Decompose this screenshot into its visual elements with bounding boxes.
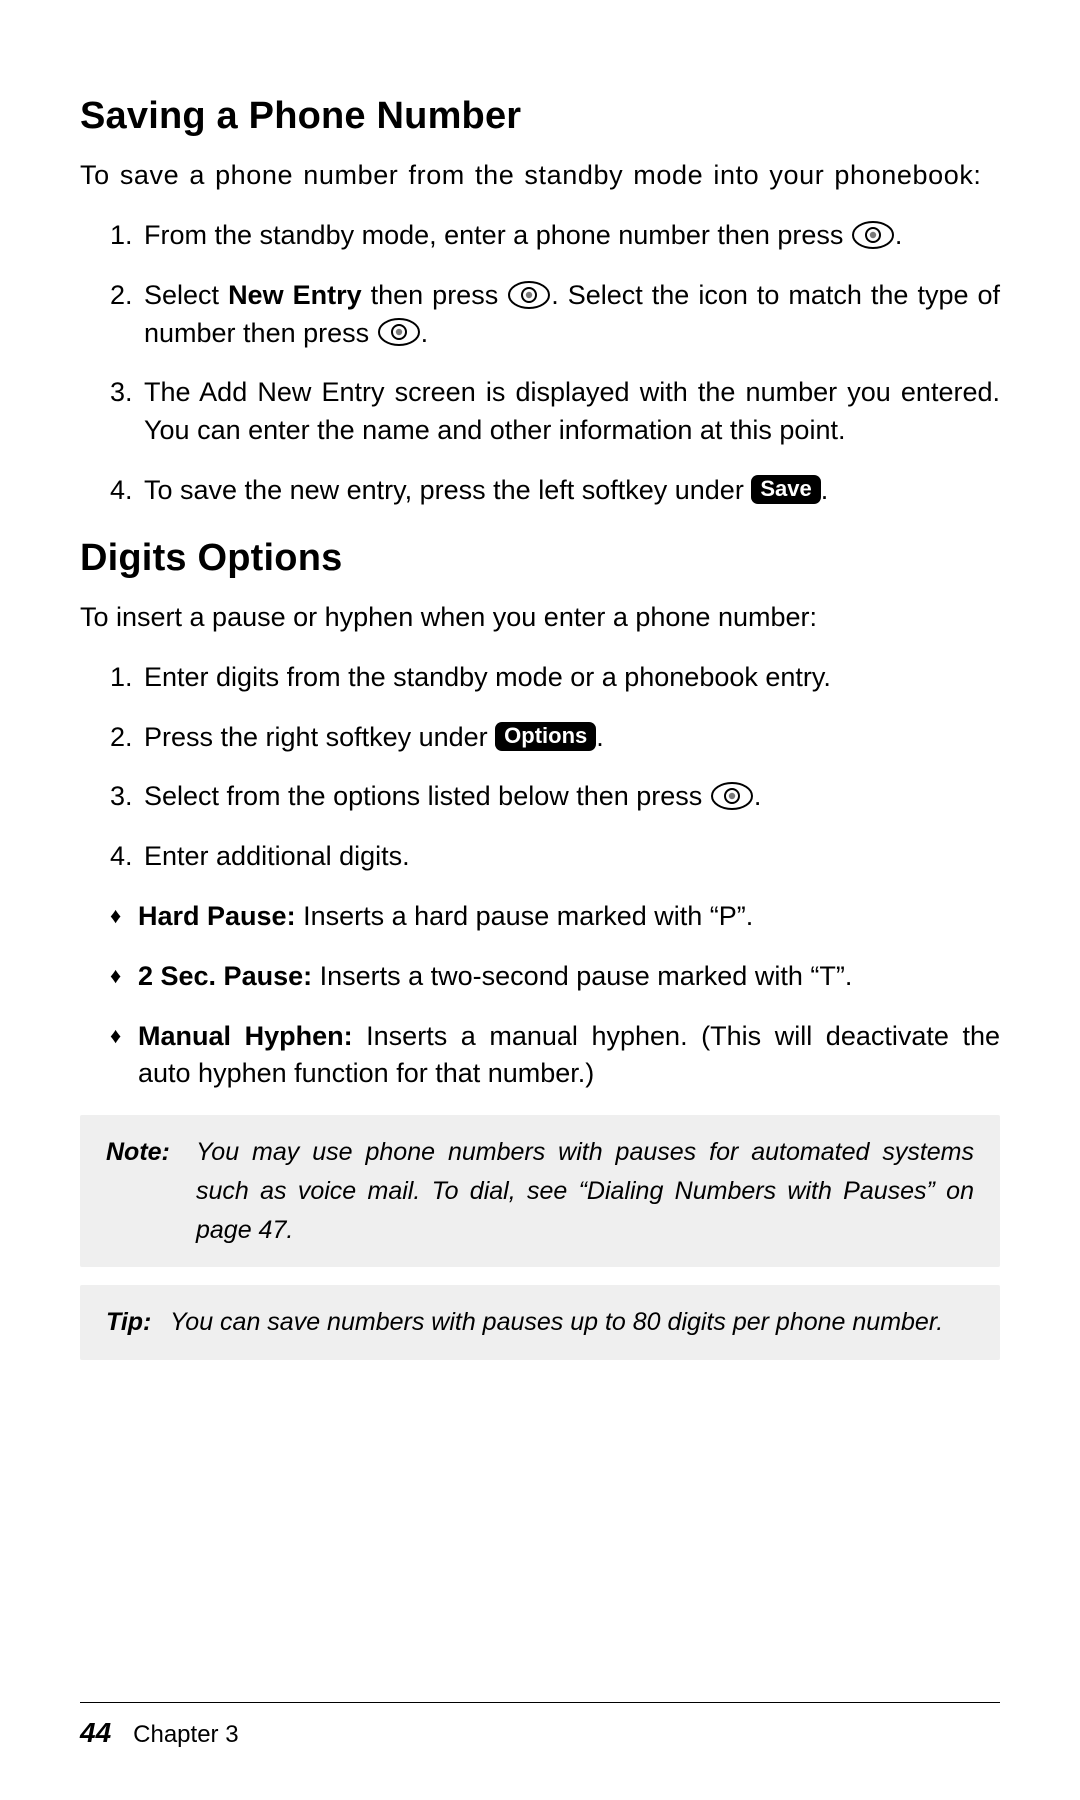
step-4: 4. Enter additional digits. <box>110 838 1000 876</box>
step-text: Press the right softkey under Options. <box>144 719 1000 757</box>
manual-page: Saving a Phone Number To save a phone nu… <box>0 0 1080 1800</box>
steps-digits-options: 1. Enter digits from the standby mode or… <box>80 659 1000 876</box>
note-callout: Note: You may use phone numbers with pau… <box>80 1115 1000 1267</box>
diamond-icon: ♦ <box>110 898 138 936</box>
step-number: 4. <box>110 838 144 876</box>
step-4: 4. To save the new entry, press the left… <box>110 472 1000 510</box>
heading-digits-options: Digits Options <box>80 532 1000 585</box>
bullet-2sec-pause: ♦ 2 Sec. Pause: Inserts a two-second pau… <box>110 958 1000 996</box>
step-2: 2. Press the right softkey under Options… <box>110 719 1000 757</box>
bullet-label: 2 Sec. Pause: <box>138 961 312 991</box>
step-number: 4. <box>110 472 144 510</box>
step-number: 2. <box>110 277 144 353</box>
step-number: 3. <box>110 778 144 816</box>
step-text: From the standby mode, enter a phone num… <box>144 217 1000 255</box>
softkey-options-chip: Options <box>495 722 596 751</box>
page-number: 44 <box>80 1717 111 1748</box>
diamond-icon: ♦ <box>110 958 138 996</box>
page-footer: 44 Chapter 3 <box>80 1702 1000 1752</box>
bullet-manual-hyphen: ♦ Manual Hyphen: Inserts a manual hyphen… <box>110 1018 1000 1094</box>
step-text: Select from the options listed below the… <box>144 778 1000 816</box>
bullet-desc: Inserts a hard pause marked with “P”. <box>296 901 754 931</box>
intro-digits-options: To insert a pause or hyphen when you ent… <box>80 599 1000 637</box>
step-text: The Add New Entry screen is displayed wi… <box>144 374 1000 450</box>
chapter-label: Chapter 3 <box>133 1721 238 1748</box>
step-number: 3. <box>110 374 144 450</box>
diamond-icon: ♦ <box>110 1018 138 1094</box>
step-number: 1. <box>110 659 144 697</box>
bullet-label: Manual Hyphen: <box>138 1021 353 1051</box>
ok-button-icon <box>851 220 895 250</box>
step-text: Select New Entry then press . Select the… <box>144 277 1000 353</box>
step-1: 1. Enter digits from the standby mode or… <box>110 659 1000 697</box>
step-text: Enter digits from the standby mode or a … <box>144 659 1000 697</box>
step-1: 1. From the standby mode, enter a phone … <box>110 217 1000 255</box>
bold-new-entry: New Entry <box>228 280 362 310</box>
tip-label: Tip: <box>106 1303 170 1342</box>
step-2: 2. Select New Entry then press . Select … <box>110 277 1000 353</box>
ok-button-icon <box>507 280 551 310</box>
steps-saving-number: 1. From the standby mode, enter a phone … <box>80 217 1000 510</box>
intro-saving-number: To save a phone number from the standby … <box>80 157 1000 195</box>
ok-button-icon <box>377 317 421 347</box>
softkey-save-chip: Save <box>751 475 820 504</box>
bullet-hard-pause: ♦ Hard Pause: Inserts a hard pause marke… <box>110 898 1000 936</box>
step-number: 2. <box>110 719 144 757</box>
ok-button-icon <box>710 781 754 811</box>
step-3: 3. Select from the options listed below … <box>110 778 1000 816</box>
note-body: You may use phone numbers with pauses fo… <box>196 1133 974 1249</box>
step-3: 3. The Add New Entry screen is displayed… <box>110 374 1000 450</box>
bullet-label: Hard Pause: <box>138 901 296 931</box>
step-number: 1. <box>110 217 144 255</box>
bullet-desc: Inserts a two-second pause marked with “… <box>312 961 852 991</box>
note-label: Note: <box>106 1133 196 1249</box>
tip-callout: Tip: You can save numbers with pauses up… <box>80 1285 1000 1360</box>
option-bullets: ♦ Hard Pause: Inserts a hard pause marke… <box>80 898 1000 1093</box>
heading-saving-number: Saving a Phone Number <box>80 90 1000 143</box>
step-text: To save the new entry, press the left so… <box>144 472 1000 510</box>
step-text: Enter additional digits. <box>144 838 1000 876</box>
tip-body: You can save numbers with pauses up to 8… <box>170 1303 974 1342</box>
